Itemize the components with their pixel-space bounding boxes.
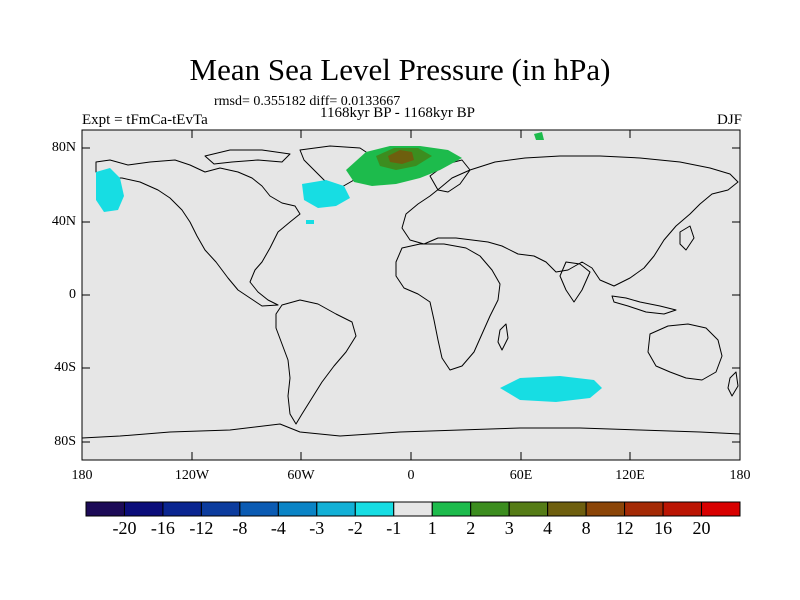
colorbar: [85, 501, 741, 517]
australia-outline: [647, 323, 723, 381]
colorbar-label: -3: [309, 518, 325, 538]
lat-label-40n: 40N: [51, 214, 76, 229]
indonesia-outline: [611, 295, 677, 315]
colorbar-box-14: [624, 501, 664, 517]
colorbar-box-11: [508, 501, 549, 517]
lat-label-0: 0: [69, 287, 76, 302]
lon-label-0: 0: [407, 468, 415, 483]
colorbar-label: 16: [654, 518, 673, 538]
stats-text: rmsd= 0.355182 diff= 0.0133667: [214, 94, 401, 109]
southern-ocean-negative-anomaly: [500, 376, 602, 402]
atlantic-small-negative-anomaly: [306, 220, 314, 224]
colorbar-box-12: [547, 501, 587, 517]
colorbar-box-6: [316, 501, 356, 517]
colorbar-label: -20: [112, 518, 137, 538]
japan-outline: [679, 225, 695, 251]
colorbar-box-0: [85, 501, 125, 517]
anomaly-regions: [96, 132, 602, 402]
colorbar-box-2: [162, 501, 202, 517]
period-text: 1168kyr BP - 1168kyr BP: [320, 105, 476, 121]
lat-label-40s: 40S: [54, 360, 76, 375]
siberian-positive-anomaly: [534, 132, 544, 140]
new-zealand-outline: [727, 371, 739, 397]
colorbar-box-16: [701, 501, 741, 517]
north-pacific-negative-anomaly: [96, 168, 124, 212]
colorbar-label: 3: [504, 518, 514, 538]
colorbar-box-3: [200, 501, 241, 517]
colorbar-box-15: [662, 501, 703, 517]
colorbar-label: -1: [386, 518, 402, 538]
arctic-positive-anomaly-high: [388, 150, 414, 164]
colorbar-box-4: [239, 501, 279, 517]
lon-label-180e: 180: [729, 468, 751, 483]
eurasia-outline: [401, 155, 739, 287]
colorbar-label: -8: [232, 518, 248, 538]
colorbar-label: 8: [581, 518, 591, 538]
lon-label-120w: 120W: [174, 468, 210, 483]
antarctica-outline: [81, 423, 741, 439]
lon-label-60e: 60E: [509, 468, 533, 483]
map-title: Mean Sea Level Pressure (in hPa): [189, 52, 611, 87]
colorbar-label: 2: [466, 518, 476, 538]
colorbar-label: -12: [189, 518, 214, 538]
map-background: [81, 129, 741, 461]
north-america-outline: [95, 159, 301, 307]
colorbar-label: -16: [150, 518, 175, 538]
madagascar-outline: [497, 323, 509, 351]
colorbar-label: 20: [692, 518, 711, 538]
north-atlantic-negative-anomaly: [302, 180, 350, 208]
africa-outline: [395, 243, 501, 371]
colorbar-box-13: [585, 501, 626, 517]
colorbar-box-8: [393, 501, 433, 517]
colorbar-box-1: [123, 501, 164, 517]
colorbar-label: -2: [347, 518, 363, 538]
lon-label-180w: 180: [71, 468, 93, 483]
lat-label-80s: 80S: [54, 434, 76, 449]
season-label: DJF: [716, 112, 742, 128]
south-america-outline: [275, 299, 357, 425]
colorbar-label: -4: [270, 518, 286, 538]
continent-outlines: [81, 145, 741, 439]
experiment-label: Expt = tFmCa-tEvTa: [82, 112, 208, 128]
lat-label-80n: 80N: [51, 140, 76, 155]
colorbar-label: 12: [615, 518, 634, 538]
india-outline: [559, 261, 591, 303]
lon-label-60w: 60W: [287, 468, 315, 483]
map-frame: [81, 129, 741, 461]
colorbar-box-5: [277, 501, 318, 517]
arctic-islands-outline: [204, 149, 291, 165]
colorbar-box-9: [431, 501, 472, 517]
colorbar-label: 1: [427, 518, 437, 538]
lon-label-120e: 120E: [615, 468, 645, 483]
colorbar-label: 4: [543, 518, 553, 538]
colorbar-box-7: [354, 501, 395, 517]
colorbar-box-10: [470, 501, 510, 517]
